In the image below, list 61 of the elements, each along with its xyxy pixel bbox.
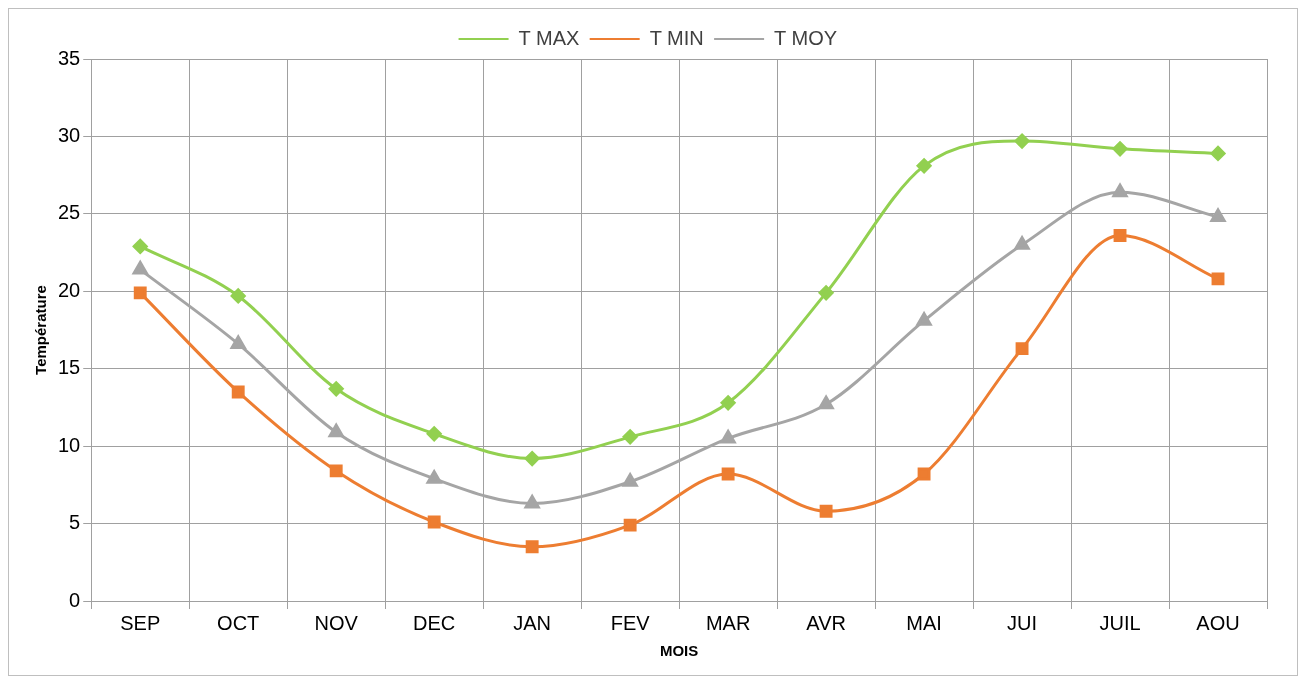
point <box>720 395 736 411</box>
x-tick-label: FEV <box>610 611 651 634</box>
point <box>328 423 344 438</box>
y-axis-title: Température <box>32 285 50 375</box>
point <box>231 385 245 399</box>
x-tick-label: SEP <box>120 611 161 634</box>
point <box>917 467 931 481</box>
legend-label: T MIN <box>649 26 704 49</box>
y-tick-label: 0 <box>69 588 81 611</box>
y-tick-label: 25 <box>58 201 81 224</box>
y-tick-label: 35 <box>58 46 81 69</box>
point <box>1014 236 1030 250</box>
point <box>818 395 834 410</box>
point <box>819 504 833 518</box>
point <box>132 238 148 254</box>
point <box>1210 145 1226 161</box>
point <box>525 540 539 554</box>
point <box>133 286 147 300</box>
point <box>329 464 343 478</box>
point <box>622 473 638 487</box>
point <box>623 518 637 532</box>
x-tick-label: AOU <box>1196 611 1240 634</box>
point <box>1112 141 1128 157</box>
point <box>818 285 834 301</box>
point <box>230 335 246 349</box>
y-tick-label: 20 <box>58 278 81 301</box>
x-tick-label: JUI <box>1007 611 1038 634</box>
x-tick-label: JAN <box>513 611 552 634</box>
point <box>1014 133 1030 149</box>
x-tick-label: JUIL <box>1099 611 1141 634</box>
point <box>721 467 735 481</box>
y-tick-label: 30 <box>58 123 81 146</box>
legend-label: T MAX <box>518 26 580 49</box>
x-tick-label: OCT <box>217 611 260 634</box>
point <box>1113 229 1127 242</box>
x-tick-label: DEC <box>413 611 456 634</box>
point <box>916 158 932 174</box>
point <box>230 288 246 304</box>
x-tick-label: AVR <box>806 611 846 634</box>
point <box>328 381 344 397</box>
x-axis-title: MOIS <box>659 642 699 660</box>
point <box>1211 272 1225 286</box>
point <box>720 429 736 444</box>
point <box>427 515 441 529</box>
x-tick-label: MAR <box>705 611 751 634</box>
x-tick-label: MAI <box>906 611 942 634</box>
point <box>1015 342 1029 356</box>
x-tick-label: NOV <box>314 611 359 634</box>
point <box>426 426 442 442</box>
point <box>916 312 932 326</box>
y-tick-label: 10 <box>58 433 81 456</box>
point <box>132 261 148 275</box>
point <box>622 429 638 445</box>
point <box>524 494 540 509</box>
y-tick-label: 5 <box>69 511 81 534</box>
point <box>1112 183 1128 198</box>
point <box>524 451 540 467</box>
point <box>426 470 442 484</box>
legend-label: T MOY <box>774 26 838 49</box>
point <box>1210 208 1226 222</box>
y-tick-label: 15 <box>58 356 81 379</box>
